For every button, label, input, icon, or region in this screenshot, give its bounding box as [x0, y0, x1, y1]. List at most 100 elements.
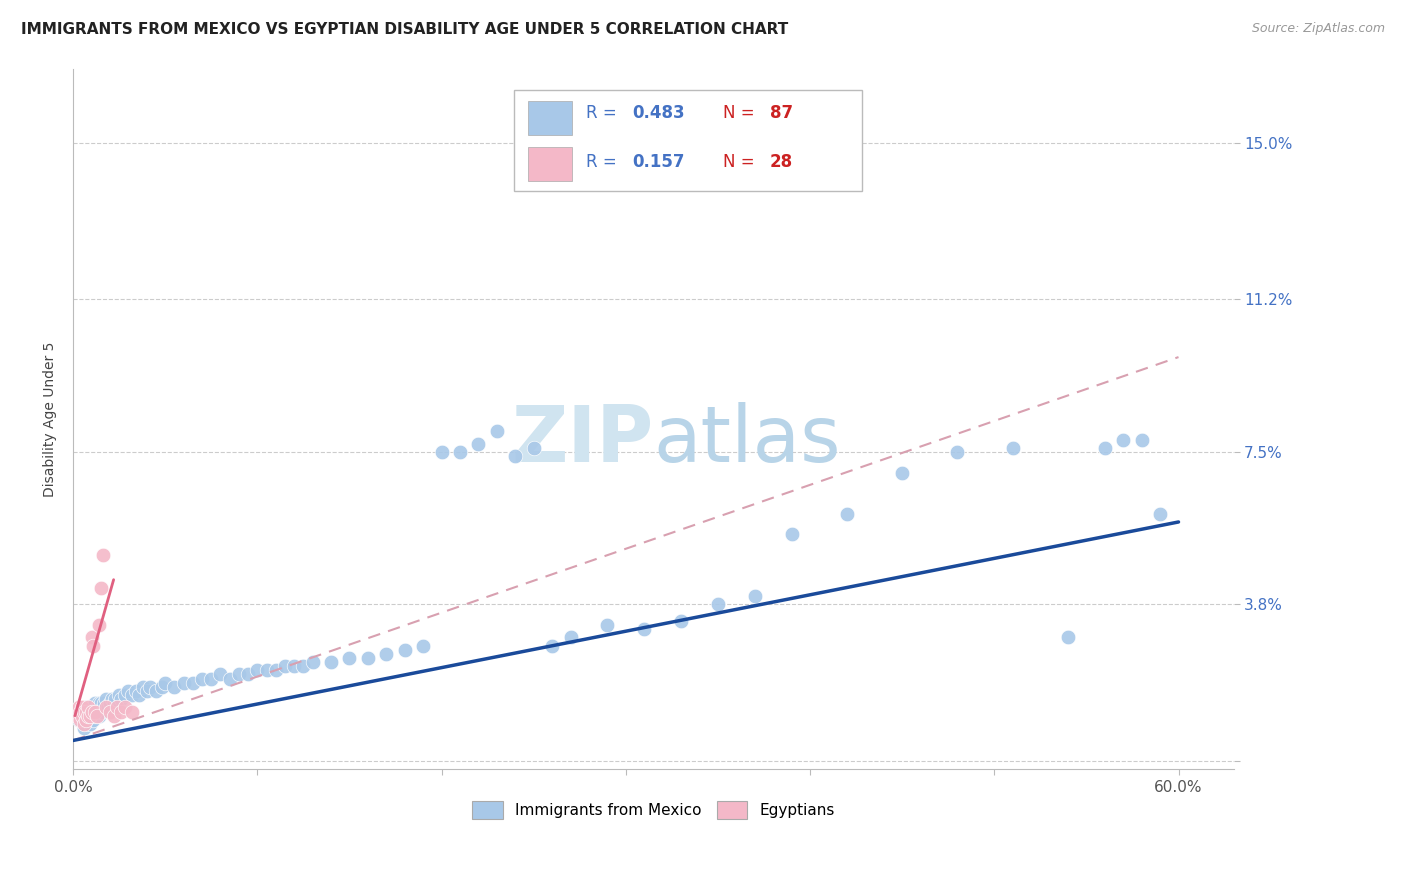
Point: [108, 688, 131, 702]
Point: [209, 667, 232, 681]
Point: [72, 700, 94, 714]
Point: [357, 651, 380, 665]
Point: [283, 659, 305, 673]
Point: [76, 708, 98, 723]
Point: [125, 684, 148, 698]
Point: [394, 642, 416, 657]
Point: [80, 705, 103, 719]
Point: [79, 700, 101, 714]
Point: [82, 700, 104, 714]
Text: 28: 28: [769, 153, 793, 170]
Point: [82, 713, 104, 727]
Point: [73, 717, 96, 731]
Text: 0.157: 0.157: [633, 153, 685, 170]
Point: [86, 700, 108, 714]
Point: [86, 708, 108, 723]
Point: [98, 697, 121, 711]
Point: [73, 721, 96, 735]
Point: [560, 631, 582, 645]
Point: [84, 705, 107, 719]
Point: [1001, 441, 1024, 455]
Point: [301, 655, 323, 669]
Point: [98, 705, 121, 719]
Y-axis label: Disability Age Under 5: Disability Age Under 5: [44, 342, 58, 497]
Point: [67, 713, 90, 727]
Point: [96, 700, 118, 714]
Point: [87, 618, 110, 632]
Point: [128, 688, 150, 702]
Point: [75, 713, 97, 727]
Point: [264, 664, 287, 678]
Point: [541, 639, 564, 653]
Point: [76, 705, 98, 719]
Point: [1112, 433, 1135, 447]
Point: [191, 672, 214, 686]
Point: [117, 684, 139, 698]
Point: [103, 708, 125, 723]
Point: [236, 667, 259, 681]
Point: [449, 445, 471, 459]
Point: [82, 639, 104, 653]
Point: [79, 708, 101, 723]
Point: [84, 708, 107, 723]
Point: [87, 708, 110, 723]
Text: N =: N =: [723, 103, 761, 121]
Point: [891, 466, 914, 480]
Point: [114, 688, 136, 702]
Point: [114, 700, 136, 714]
Point: [218, 672, 240, 686]
Point: [91, 548, 114, 562]
Point: [121, 705, 143, 719]
Point: [132, 680, 155, 694]
Point: [76, 700, 98, 714]
Point: [292, 659, 315, 673]
Point: [90, 697, 112, 711]
Point: [1130, 433, 1153, 447]
Point: [669, 614, 692, 628]
Text: 87: 87: [769, 103, 793, 121]
Legend: Immigrants from Mexico, Egyptians: Immigrants from Mexico, Egyptians: [465, 795, 841, 825]
Point: [69, 713, 91, 727]
Point: [66, 708, 89, 723]
Text: Source: ZipAtlas.com: Source: ZipAtlas.com: [1251, 22, 1385, 36]
Point: [339, 651, 361, 665]
Point: [72, 708, 94, 723]
Point: [90, 705, 112, 719]
Point: [246, 664, 269, 678]
Point: [87, 697, 110, 711]
Point: [135, 684, 157, 698]
Point: [75, 705, 97, 719]
Point: [707, 598, 730, 612]
Point: [835, 507, 858, 521]
Point: [163, 680, 186, 694]
Point: [80, 631, 103, 645]
Point: [228, 667, 250, 681]
Point: [1094, 441, 1116, 455]
FancyBboxPatch shape: [529, 147, 572, 181]
Point: [93, 697, 115, 711]
Point: [75, 708, 97, 723]
Point: [256, 664, 278, 678]
Point: [139, 680, 162, 694]
Point: [375, 647, 398, 661]
Point: [67, 700, 90, 714]
Point: [101, 692, 124, 706]
Point: [181, 675, 204, 690]
Point: [97, 700, 120, 714]
Point: [72, 705, 94, 719]
Point: [523, 441, 546, 455]
Point: [73, 705, 96, 719]
Point: [96, 692, 118, 706]
Point: [90, 581, 112, 595]
Point: [780, 527, 803, 541]
Point: [79, 717, 101, 731]
Text: 0.483: 0.483: [633, 103, 685, 121]
Point: [110, 705, 132, 719]
Point: [412, 639, 434, 653]
Point: [1057, 631, 1080, 645]
Text: ZIP: ZIP: [512, 402, 654, 478]
Point: [173, 675, 195, 690]
Point: [200, 672, 222, 686]
Point: [110, 692, 132, 706]
Point: [80, 700, 103, 714]
